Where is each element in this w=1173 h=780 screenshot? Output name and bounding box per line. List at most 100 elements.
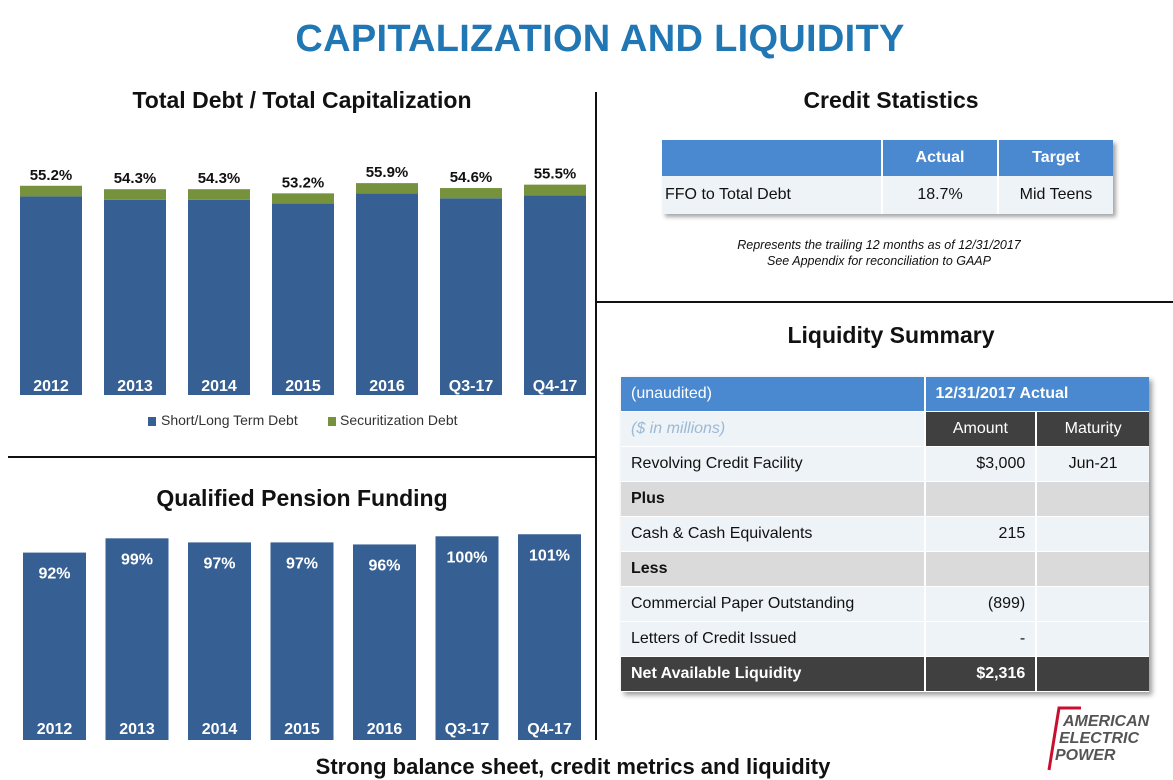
logo-swoosh [1047,706,1081,771]
legend-swatch-debt [148,417,156,426]
category-label: Q4-17 [527,721,572,738]
category-label: 2016 [369,378,405,395]
liquidity-total-row: Net Available Liquidity $2,316 [621,656,1149,692]
debt-bar [524,195,586,395]
data-label: 55.9% [366,164,409,181]
row-amount: - [924,621,1038,657]
pension-bar [353,544,416,740]
debt-bar [188,199,250,395]
credit-header-blank [662,140,883,176]
credit-statistics-table: Actual Target FFO to Total Debt 18.7% Mi… [662,140,1113,214]
pension-chart-title: Qualified Pension Funding [156,485,448,511]
pension-bar [435,536,499,740]
data-label: 99% [121,551,153,568]
debt-bar [356,193,418,395]
row-label: Cash & Cash Equivalents [621,516,926,552]
row-amount: $3,000 [924,446,1038,482]
data-label: 100% [447,549,488,566]
table-row: Commercial Paper Outstanding (899) [621,586,1149,622]
logo-line-electric: ELECTRIC [1059,730,1139,747]
credit-header-actual: Actual [882,140,999,176]
category-label: 2013 [117,378,153,395]
legend-label-debt: Short/Long Term Debt [161,412,298,428]
liquidity-summary-title: Liquidity Summary [787,322,995,348]
row-maturity [1036,516,1149,552]
category-label: 2015 [285,378,321,395]
data-label: 54.6% [450,169,493,186]
total-maturity [1036,656,1149,692]
row-label: Letters of Credit Issued [621,621,926,657]
credit-note: Represents the trailing 12 months as of … [596,237,1162,269]
pension-bar [23,552,86,740]
data-label: 55.5% [534,166,577,183]
footer-tagline: Strong balance sheet, credit metrics and… [315,754,831,779]
category-label: Q3-17 [449,378,494,395]
total-label: Net Available Liquidity [621,656,926,692]
securitization-bar [272,193,334,204]
pension-bar [188,542,251,740]
debt-bar [104,199,166,395]
table-row: Cash & Cash Equivalents 215 [621,516,1149,552]
total-amount: $2,316 [924,656,1038,692]
credit-note-line2: See Appendix for reconciliation to GAAP [767,254,991,268]
credit-table-header: Actual Target [662,140,1113,176]
liquidity-header-unaudited: (unaudited) [621,377,926,412]
row-label: Plus [621,481,926,517]
category-label: 2013 [119,721,155,738]
securitization-bar [104,189,166,200]
credit-header-target: Target [998,140,1113,176]
securitization-bar [20,185,82,197]
debt-capitalization-chart: 55.2% 2012 54.3% 2013 54.3% 2014 53.2% 2015 55.9… [20,164,586,428]
liquidity-units: ($ in millions) [621,411,926,447]
row-maturity [1036,551,1149,587]
securitization-bar [524,184,586,196]
table-row: Revolving Credit Facility $3,000 Jun-21 [621,446,1149,482]
liquidity-col-maturity: Maturity [1036,411,1149,447]
aep-logo: AMERICAN ELECTRIC POWER [1047,706,1150,771]
data-label: 53.2% [282,174,325,191]
data-label: 97% [286,555,318,572]
data-label: 101% [529,547,570,564]
category-label: 2015 [284,721,320,738]
row-amount [924,551,1038,587]
category-label: 2012 [37,721,73,738]
category-label: Q4-17 [533,378,578,395]
row-amount [924,481,1038,517]
right-horizontal-divider [597,301,1173,303]
table-row: Plus [621,481,1149,517]
data-label: 97% [203,555,235,572]
pension-funding-chart: 92% 2012 99% 2013 97% 2014 97% 2015 96% 2016 100% Q… [23,534,581,740]
category-label: 2014 [201,378,237,395]
credit-actual-value: 18.7% [882,176,999,214]
row-label: Commercial Paper Outstanding [621,586,926,622]
vertical-divider [595,92,597,740]
data-label: 54.3% [198,170,241,187]
securitization-bar [356,183,418,194]
pension-bar [105,538,169,740]
row-maturity [1036,481,1149,517]
debt-bar [20,196,82,395]
row-amount: 215 [924,516,1038,552]
table-row: Less [621,551,1149,587]
category-label: 2012 [33,378,69,395]
page-title: CAPITALIZATION AND LIQUIDITY [295,18,905,60]
data-label: 92% [38,566,70,583]
logo-line-power: POWER [1055,747,1116,764]
table-row: Letters of Credit Issued - [621,621,1149,657]
legend-label-securitization: Securitization Debt [340,412,458,428]
row-maturity [1036,621,1149,657]
row-maturity [1036,586,1149,622]
legend-swatch-securitization [328,417,336,426]
liquidity-col-amount: Amount [924,411,1038,447]
category-label: 2014 [202,721,238,738]
securitization-bar [188,189,250,200]
pension-bar [518,534,581,740]
liquidity-summary-table: (unaudited) 12/31/2017 Actual ($ in mill… [621,377,1149,692]
credit-table-row: FFO to Total Debt 18.7% Mid Teens [662,176,1113,214]
row-maturity: Jun-21 [1036,446,1149,482]
pension-bar [270,542,334,740]
credit-note-line1: Represents the trailing 12 months as of … [737,238,1021,252]
logo-line-american: AMERICAN [1062,713,1150,730]
credit-statistics-title: Credit Statistics [803,87,979,113]
debt-bar [272,203,334,395]
